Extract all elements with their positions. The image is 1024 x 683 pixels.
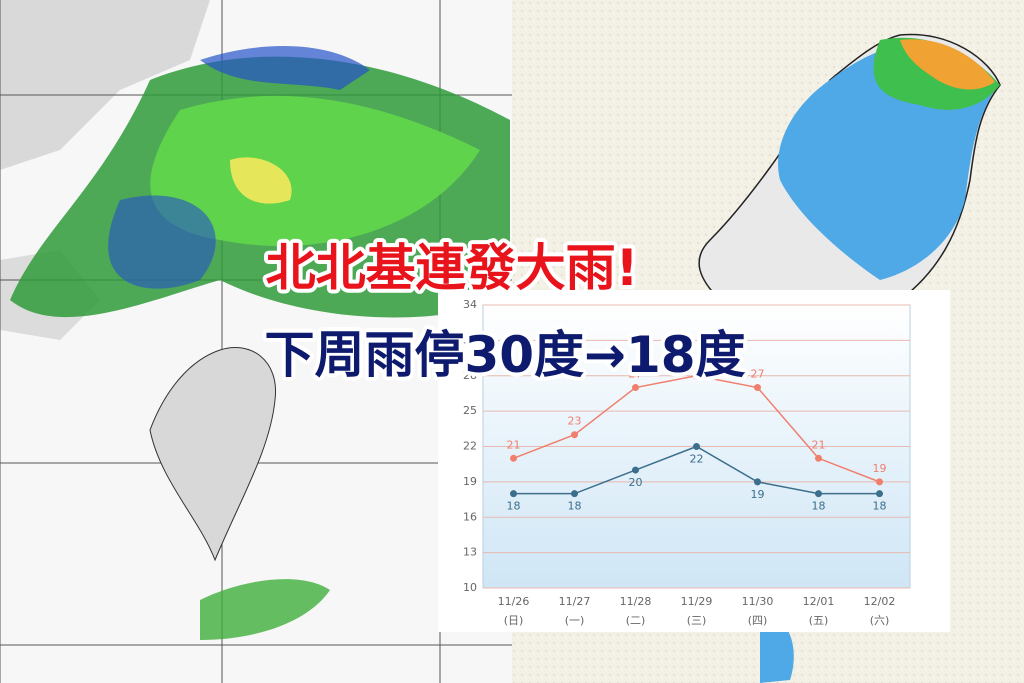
data-point bbox=[693, 443, 700, 450]
data-point bbox=[571, 490, 578, 498]
y-tick-label: 28 bbox=[463, 369, 477, 382]
x-tick-label: 12/01 bbox=[803, 595, 835, 608]
y-tick-label: 22 bbox=[463, 440, 477, 453]
x-tick-label: 11/26 bbox=[498, 595, 530, 608]
data-label: 18 bbox=[812, 500, 826, 513]
x-sublabel: (四) bbox=[748, 614, 768, 627]
y-tick-label: 16 bbox=[463, 510, 477, 523]
data-point bbox=[510, 454, 517, 462]
line-chart: 10 13 16 19 22 25 28 31 34 11/26 (日) 11/27 (一) 11/28 (… bbox=[463, 298, 910, 627]
x-tick-label: 12/02 bbox=[864, 595, 896, 608]
data-point bbox=[876, 490, 883, 498]
data-label: 18 bbox=[568, 500, 582, 513]
data-point bbox=[876, 478, 883, 486]
data-point bbox=[632, 384, 639, 392]
x-sublabel: (六) bbox=[870, 614, 890, 627]
x-sublabel: (二) bbox=[626, 614, 646, 627]
data-label: 27 bbox=[751, 368, 765, 381]
data-label: 20 bbox=[629, 476, 643, 489]
y-tick-label: 25 bbox=[463, 404, 477, 417]
x-tick-label: 11/28 bbox=[620, 595, 652, 608]
y-tick-label: 34 bbox=[463, 298, 477, 311]
x-sublabel: (三) bbox=[687, 614, 707, 627]
data-label: 23 bbox=[568, 415, 582, 428]
data-label: 27 bbox=[629, 368, 643, 381]
data-label: 19 bbox=[751, 488, 765, 501]
data-point bbox=[632, 466, 639, 474]
y-tick-label: 13 bbox=[463, 546, 477, 559]
subheadline: 下周雨停30度→18度 bbox=[264, 326, 745, 384]
headline: 北北基連發大雨! bbox=[266, 239, 639, 297]
data-label: 18 bbox=[873, 500, 887, 513]
x-sublabel: (五) bbox=[809, 614, 829, 627]
data-label: 21 bbox=[507, 438, 521, 451]
data-label: 22 bbox=[690, 453, 704, 466]
data-label: 21 bbox=[812, 438, 826, 451]
x-sublabel: (日) bbox=[504, 614, 524, 627]
data-point bbox=[510, 490, 517, 498]
data-point bbox=[754, 478, 761, 486]
radar-map bbox=[0, 0, 512, 683]
x-sublabel: (一) bbox=[565, 614, 585, 627]
data-point bbox=[754, 384, 761, 392]
data-point bbox=[815, 490, 822, 498]
data-point bbox=[571, 431, 578, 439]
data-label: 19 bbox=[873, 462, 887, 475]
data-label: 18 bbox=[507, 500, 521, 513]
x-tick-label: 11/27 bbox=[559, 595, 591, 608]
x-tick-label: 11/30 bbox=[742, 595, 774, 608]
data-label: 28 bbox=[690, 356, 704, 369]
x-tick-label: 11/29 bbox=[681, 595, 713, 608]
data-point bbox=[693, 372, 700, 380]
y-tick-label: 19 bbox=[463, 475, 477, 488]
data-point bbox=[815, 454, 822, 462]
y-tick-label: 10 bbox=[463, 581, 477, 594]
y-tick-label: 31 bbox=[463, 333, 477, 346]
